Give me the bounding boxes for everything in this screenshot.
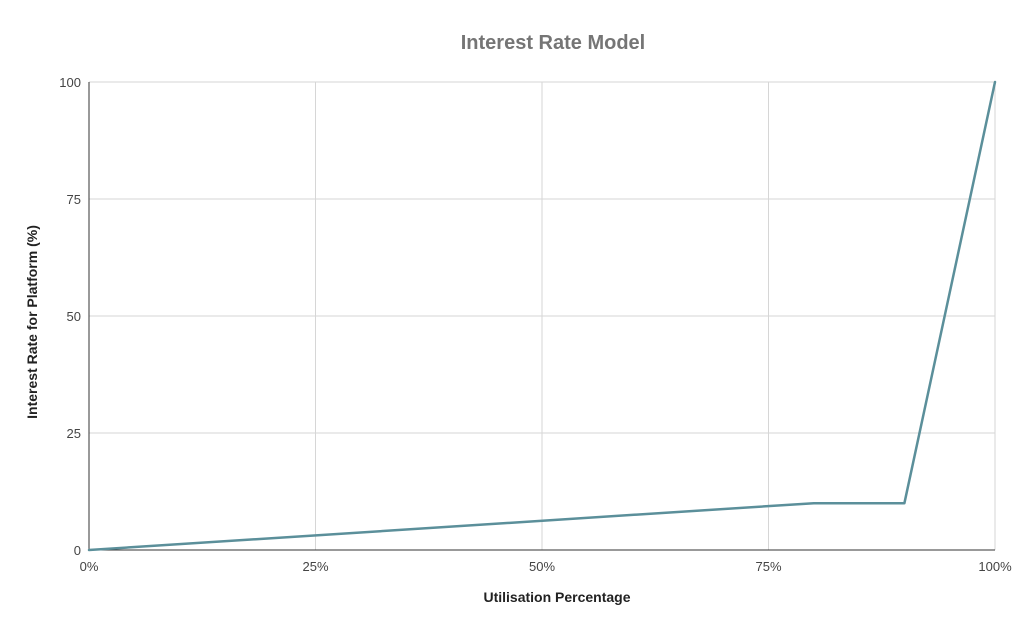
grid: [89, 81, 996, 550]
chart-title: Interest Rate Model: [461, 32, 645, 54]
y-tick-label: 100: [59, 75, 81, 90]
y-tick-label: 25: [67, 426, 81, 441]
series-layer: [87, 80, 997, 552]
y-axis-label: Interest Rate for Platform (%): [24, 225, 40, 419]
x-tick-label: 0%: [80, 559, 99, 574]
y-tick-label: 0: [74, 543, 81, 558]
x-axis-label: Utilisation Percentage: [483, 589, 630, 605]
x-tick-label: 25%: [302, 559, 328, 574]
x-tick-label: 100%: [978, 559, 1012, 574]
y-tick-label: 75: [67, 192, 81, 207]
series-line: [87, 80, 997, 552]
tick-labels: 0% 25% 50% 75% 100% 0 25 50 75 100: [59, 75, 1012, 574]
y-tick-label: 50: [67, 309, 81, 324]
x-tick-label: 75%: [755, 559, 781, 574]
axes: [88, 82, 995, 551]
x-tick-label: 50%: [529, 559, 555, 574]
